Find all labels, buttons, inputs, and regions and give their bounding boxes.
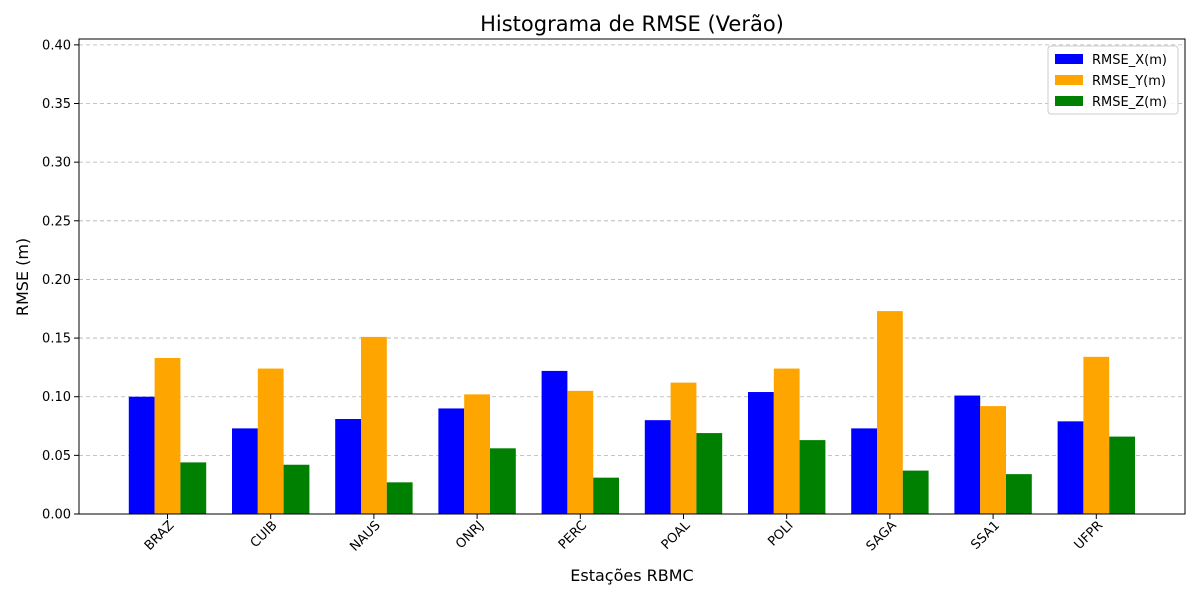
- x-axis-ticks: BRAZ CUIB NAUS ONRJ PERC POAL POLI SAGA SSA1 UFPR: [142, 514, 1106, 555]
- bar-naus-2: [361, 336, 387, 514]
- plot-frame: [78, 38, 1186, 515]
- bar-poli-3: [799, 440, 826, 514]
- y-tick-label: 0.00: [42, 508, 71, 523]
- y-tick-label: 0.20: [42, 273, 71, 288]
- bar-cuib-3: [283, 464, 310, 514]
- x-tick-label: NAUS: [347, 518, 383, 554]
- bar-ufpr-2: [1083, 356, 1110, 514]
- bar-poal-1: [644, 420, 671, 514]
- bar-perc-3: [593, 477, 619, 514]
- x-tick-label: ONRJ: [453, 518, 487, 552]
- bar-perc-2: [567, 390, 594, 514]
- x-tick-label: UFPR: [1072, 518, 1107, 553]
- bar-braz-1: [128, 396, 155, 514]
- bar-naus-3: [386, 482, 413, 514]
- x-tick-label: BRAZ: [142, 518, 178, 554]
- bar-saga-3: [902, 470, 929, 514]
- y-tick-label: 0.40: [42, 38, 71, 53]
- legend-swatch: [1055, 54, 1083, 64]
- bar-saga-1: [851, 428, 877, 514]
- bar-saga-2: [877, 311, 903, 514]
- y-tick-label: 0.10: [42, 390, 71, 405]
- bar-braz-3: [180, 462, 207, 514]
- bar-onrj-3: [490, 448, 516, 514]
- x-tick-label: POLI: [765, 518, 796, 549]
- bar-cuib-1: [232, 428, 258, 514]
- y-tick-label: 0.05: [42, 449, 71, 464]
- bar-naus-1: [335, 419, 361, 514]
- y-tick-label: 0.35: [42, 97, 71, 112]
- bar-perc-1: [541, 370, 568, 514]
- chart-title: Histograma de RMSE (Verão): [480, 12, 784, 36]
- bar-ssa1-2: [980, 406, 1006, 514]
- bar-ssa1-3: [1006, 474, 1032, 514]
- bar-cuib-2: [257, 368, 284, 514]
- x-tick-label: SSA1: [968, 518, 1003, 553]
- legend-label: RMSE_Z(m): [1092, 95, 1167, 110]
- y-axis-ticks: 0.00 0.05 0.10 0.15 0.20 0.25 0.30 0.35 0.40: [42, 38, 79, 523]
- bar-ufpr-3: [1109, 436, 1135, 514]
- bar-poal-3: [696, 433, 723, 514]
- bar-onrj-2: [464, 394, 490, 514]
- grid-lines: [79, 44, 1185, 456]
- legend-swatch: [1055, 96, 1083, 106]
- bar-poal-2: [670, 382, 697, 514]
- x-tick-label: POAL: [659, 518, 694, 553]
- legend: RMSE_X(m) RMSE_Y(m) RMSE_Z(m): [1047, 45, 1179, 115]
- y-tick-label: 0.30: [42, 156, 71, 171]
- x-tick-label: CUIB: [248, 518, 281, 551]
- legend-label: RMSE_Y(m): [1092, 74, 1166, 89]
- x-tick-label: SAGA: [864, 518, 900, 554]
- bar-ufpr-1: [1057, 421, 1084, 514]
- bar-braz-2: [154, 358, 181, 514]
- y-tick-label: 0.25: [42, 214, 71, 229]
- bar-onrj-1: [438, 408, 465, 514]
- y-tick-label: 0.15: [42, 332, 71, 347]
- bar-poli-2: [773, 368, 800, 514]
- legend-swatch: [1055, 75, 1083, 85]
- x-axis-label: Estações RBMC: [570, 566, 693, 585]
- legend-label: RMSE_X(m): [1092, 53, 1167, 68]
- bar-poli-1: [748, 392, 774, 514]
- bar-ssa1-1: [954, 395, 981, 514]
- bars: [128, 311, 1135, 514]
- x-tick-label: PERC: [556, 518, 590, 552]
- y-axis-label: RMSE (m): [13, 238, 32, 316]
